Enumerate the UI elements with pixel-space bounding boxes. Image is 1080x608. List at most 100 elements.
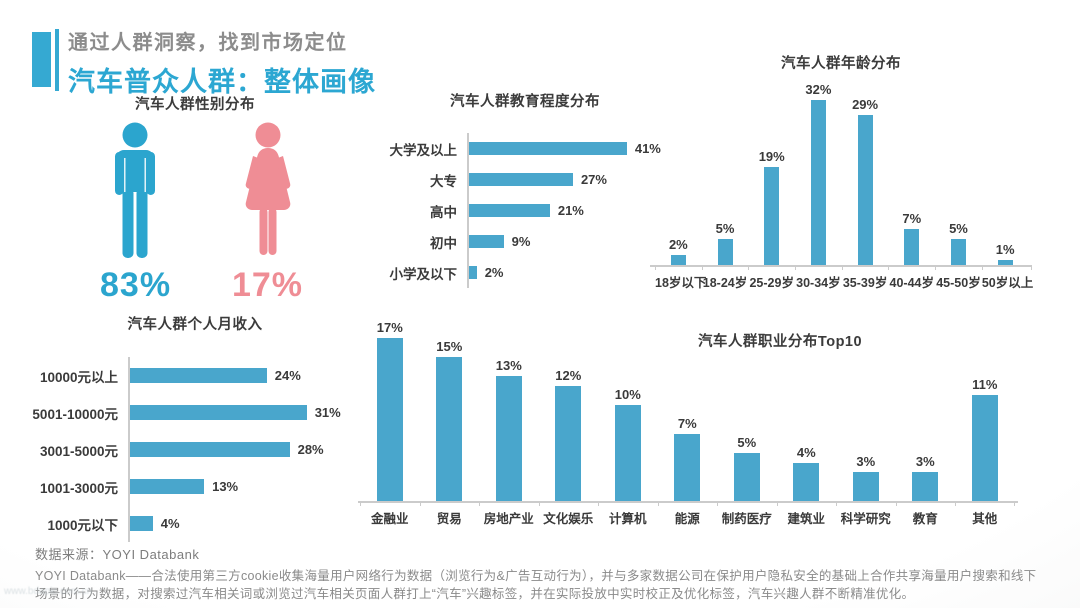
chart-row: 小学及以下 2% bbox=[375, 257, 675, 288]
bar-track: 4% bbox=[128, 505, 360, 542]
bar bbox=[912, 472, 939, 501]
category-label: 贸易 bbox=[419, 503, 480, 527]
chart-column: 10% bbox=[598, 387, 658, 501]
chart-column: 11% bbox=[955, 377, 1015, 501]
chart-column: 32% bbox=[795, 82, 842, 265]
chart-column: 1% bbox=[982, 242, 1029, 265]
value-label: 13% bbox=[495, 358, 522, 374]
category-label: 40-44岁 bbox=[888, 267, 935, 291]
bar bbox=[904, 228, 920, 265]
chart-column: 3% bbox=[896, 454, 956, 501]
category-label: 建筑业 bbox=[776, 503, 837, 527]
bar bbox=[857, 115, 873, 265]
category-label: 其他 bbox=[955, 503, 1015, 527]
footer: 数据来源：YOYI Databank YOYI Databank——合法使用第三… bbox=[35, 544, 1040, 603]
value-label: 12% bbox=[555, 367, 582, 383]
bar bbox=[376, 337, 403, 501]
female-figure-group: 17% bbox=[225, 122, 310, 305]
education-chart: 大学及以上 41% 大专 27% 高中 21% 初中 9% 小学及以下 2% bbox=[375, 133, 675, 288]
bar bbox=[810, 99, 826, 265]
header-accent-bars bbox=[32, 26, 62, 99]
gender-panel: 汽车人群性别分布 83% bbox=[85, 93, 305, 304]
bar bbox=[614, 405, 641, 501]
value-label: 9% bbox=[511, 234, 531, 249]
chart-column: 5% bbox=[935, 221, 982, 265]
bar bbox=[764, 166, 780, 265]
bar bbox=[469, 173, 573, 186]
bar-track: 13% bbox=[128, 468, 360, 505]
value-label: 27% bbox=[580, 172, 607, 187]
education-panel: 汽车人群教育程度分布 大学及以上 41% 大专 27% 高中 21% 初中 9% 小学及以下 2% bbox=[375, 90, 675, 288]
category-label: 制药医疗 bbox=[717, 503, 777, 527]
chart-row: 1001-3000元 13% bbox=[30, 468, 360, 505]
value-label: 4% bbox=[160, 516, 180, 531]
bar-track: 27% bbox=[467, 164, 675, 195]
value-label: 31% bbox=[314, 405, 341, 420]
accent-bar-thick bbox=[32, 32, 51, 87]
category-label: 30-34岁 bbox=[795, 267, 842, 291]
age-chart: 2% 5% 19% 32% 29% 7% 5% 1% bbox=[650, 82, 1032, 267]
bar bbox=[971, 395, 998, 501]
category-label: 大学及以上 bbox=[389, 142, 458, 158]
chart-row: 10000元以上 24% bbox=[30, 357, 360, 394]
category-label: 能源 bbox=[657, 503, 718, 527]
bar bbox=[670, 254, 686, 265]
category-label: 大专 bbox=[430, 173, 457, 189]
category-label: 金融业 bbox=[360, 503, 420, 527]
chart-column: 17% bbox=[360, 320, 420, 501]
occupation-chart-title: 汽车人群职业分布Top10 bbox=[697, 334, 863, 350]
value-label: 24% bbox=[274, 368, 301, 383]
bar-track: 28% bbox=[128, 431, 360, 468]
male-icon bbox=[115, 122, 155, 258]
bar bbox=[555, 385, 582, 501]
education-chart-title: 汽车人群教育程度分布 bbox=[450, 94, 600, 110]
category-label: 初中 bbox=[430, 235, 457, 251]
bar bbox=[733, 453, 760, 501]
bar-track: 9% bbox=[467, 226, 675, 257]
value-label: 13% bbox=[212, 479, 239, 494]
category-label: 文化娱乐 bbox=[538, 503, 599, 527]
chart-column: 3% bbox=[836, 454, 896, 501]
occupation-chart: 17% 15% 13% 12% 10% 7% 5% 4% 3% 3% 11% bbox=[358, 320, 1018, 503]
male-figure-group: 83% bbox=[100, 122, 170, 305]
income-chart: 10000元以上 24% 5001-10000元 31% 3001-5000元 28% 10… bbox=[30, 357, 360, 542]
chart-row: 大专 27% bbox=[375, 164, 675, 195]
bar bbox=[674, 433, 701, 501]
category-label: 50岁以上 bbox=[981, 267, 1033, 291]
value-label: 15% bbox=[436, 339, 463, 354]
age-chart-title: 汽车人群年龄分布 bbox=[781, 56, 901, 72]
value-label: 41% bbox=[634, 141, 661, 156]
category-label: 25-29岁 bbox=[748, 267, 795, 291]
value-label: 2% bbox=[484, 265, 504, 280]
data-source-label: 数据来源：YOYI Databank bbox=[35, 547, 200, 562]
value-label: 28% bbox=[297, 442, 324, 457]
chart-column: 4% bbox=[777, 445, 837, 501]
chart-row: 初中 9% bbox=[375, 226, 675, 257]
gender-chart-title: 汽车人群性别分布 bbox=[135, 97, 255, 113]
data-source-description: YOYI Databank——合法使用第三方cookie收集海量用户网络行为数据… bbox=[35, 569, 1037, 601]
bar bbox=[717, 239, 733, 265]
accent-bar-thin bbox=[55, 29, 59, 91]
bar-track: 41% bbox=[467, 133, 675, 164]
value-label: 7% bbox=[902, 210, 922, 226]
female-percentage: 17% bbox=[231, 266, 304, 304]
age-axis-labels: 18岁以下 18-24岁 25-29岁 30-34岁 35-39岁 40-44岁 45-50… bbox=[650, 267, 1033, 291]
value-label: 21% bbox=[557, 203, 584, 218]
value-label: 5% bbox=[715, 221, 735, 237]
bar bbox=[130, 479, 205, 494]
value-label: 5% bbox=[949, 221, 968, 237]
bar bbox=[950, 239, 966, 265]
category-label: 小学及以下 bbox=[389, 266, 458, 282]
category-label: 35-39岁 bbox=[841, 267, 889, 291]
category-label: 科学研究 bbox=[836, 503, 896, 527]
category-label: 计算机 bbox=[598, 503, 658, 527]
income-chart-title: 汽车人群个人月收入 bbox=[127, 317, 263, 333]
value-label: 17% bbox=[376, 319, 403, 335]
bar bbox=[469, 266, 477, 279]
category-label: 10000元以上 bbox=[39, 369, 118, 385]
value-label: 4% bbox=[796, 444, 816, 460]
chart-row: 5001-10000元 31% bbox=[30, 394, 360, 431]
bar bbox=[495, 376, 522, 501]
chart-column: 2% bbox=[655, 237, 702, 265]
